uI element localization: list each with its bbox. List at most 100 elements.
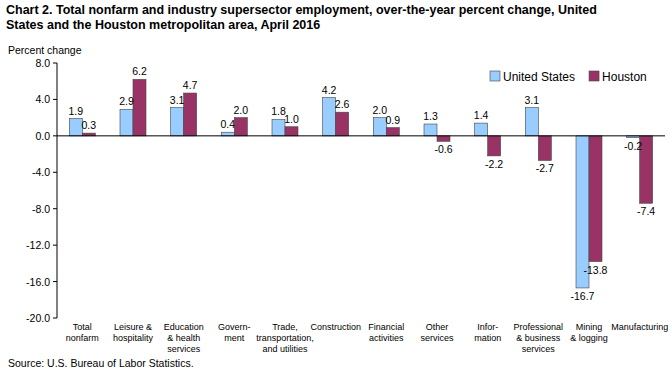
x-tick-label-line: & business bbox=[516, 333, 561, 343]
x-tick-label-line: Financial bbox=[368, 322, 404, 332]
x-tick-label-line: Construction bbox=[310, 322, 361, 332]
bar bbox=[538, 136, 551, 161]
bar bbox=[323, 98, 336, 136]
y-tick-label: -8.0 bbox=[32, 203, 50, 215]
y-tick bbox=[53, 172, 57, 173]
bar bbox=[171, 108, 184, 136]
bar bbox=[336, 112, 349, 136]
x-tick-label: Professional& businessservices bbox=[514, 322, 564, 354]
x-tick-label-line: Govern- bbox=[218, 322, 251, 332]
data-label: 0.3 bbox=[82, 119, 97, 131]
bar bbox=[488, 136, 501, 156]
x-tick-label: Otherservices bbox=[420, 322, 454, 343]
y-tick-label: -20.0 bbox=[26, 312, 50, 324]
data-label: 1.3 bbox=[423, 110, 438, 122]
x-tick-label-line: mation bbox=[474, 333, 501, 343]
y-tick bbox=[53, 281, 57, 282]
data-label: 3.1 bbox=[525, 94, 540, 106]
y-tick bbox=[53, 208, 57, 209]
x-tick-label-line: Leisure & bbox=[114, 322, 152, 332]
bar bbox=[373, 118, 386, 136]
data-label: 1.4 bbox=[474, 109, 489, 121]
bar bbox=[285, 127, 298, 136]
bar bbox=[424, 124, 437, 136]
y-tick-label: 4.0 bbox=[35, 93, 50, 105]
y-axis bbox=[57, 63, 58, 318]
y-tick-label: -16.0 bbox=[26, 276, 50, 288]
x-tick-label: Trade,transportation,and utilities bbox=[256, 322, 314, 354]
bar bbox=[475, 123, 488, 136]
x-tick-label-line: & health bbox=[167, 333, 200, 343]
data-label: -2.2 bbox=[485, 158, 503, 170]
legend-swatch bbox=[589, 71, 599, 81]
x-tick-label-line: nonfarm bbox=[66, 333, 99, 343]
bar bbox=[589, 136, 602, 262]
x-tick-label-line: ment bbox=[224, 333, 245, 343]
y-tick-label: -4.0 bbox=[32, 166, 50, 178]
x-tick-label-line: Manufacturing bbox=[611, 322, 668, 332]
data-label: 0.4 bbox=[221, 118, 236, 130]
data-label: 2.6 bbox=[335, 98, 350, 110]
chart-title: Chart 2. Total nonfarm and industry supe… bbox=[6, 3, 668, 33]
x-tick-label: Totalnonfarm bbox=[66, 322, 99, 343]
bar bbox=[272, 119, 285, 135]
chart: Percent change -20.0 -16.0 -12.0 -8.0 -4.0 0.0… bbox=[0, 0, 672, 375]
y-tick bbox=[53, 135, 57, 136]
data-label: 4.2 bbox=[322, 84, 337, 96]
y-tick bbox=[53, 63, 57, 64]
bar bbox=[69, 119, 82, 136]
data-label: 6.2 bbox=[132, 65, 147, 77]
x-tick-label: Manufacturing bbox=[611, 322, 668, 332]
y-tick bbox=[53, 245, 57, 246]
x-tick-label-line: Other bbox=[426, 322, 449, 332]
x-tick-label: Construction bbox=[310, 322, 361, 332]
data-label: 3.1 bbox=[170, 94, 185, 106]
data-label: 2.0 bbox=[234, 104, 249, 116]
data-label: -16.7 bbox=[571, 290, 595, 302]
data-label: 2.9 bbox=[119, 95, 134, 107]
x-tick-label-line: and utilities bbox=[262, 344, 308, 354]
bar bbox=[437, 136, 450, 141]
y-tick bbox=[53, 99, 57, 100]
bar bbox=[221, 132, 234, 136]
y-tick-label: -12.0 bbox=[26, 239, 50, 251]
x-tick-label: Govern-ment bbox=[218, 322, 251, 343]
data-label: 1.9 bbox=[69, 105, 84, 117]
bar bbox=[133, 79, 146, 135]
legend: United States Houston bbox=[490, 70, 647, 84]
legend-swatch bbox=[490, 71, 500, 81]
x-tick-label: Education& healthservices bbox=[164, 322, 204, 354]
x-tick-label: Infor-mation bbox=[474, 322, 501, 343]
data-label: -0.6 bbox=[434, 143, 452, 155]
bar bbox=[120, 109, 133, 135]
x-tick-label-line: Infor- bbox=[477, 322, 498, 332]
y-tick bbox=[53, 318, 57, 319]
bar bbox=[386, 128, 399, 136]
x-tick-label: Leisure &hospitality bbox=[113, 322, 154, 343]
data-label: -7.4 bbox=[637, 205, 655, 217]
y-tick-label: 0.0 bbox=[35, 130, 50, 142]
x-tick-label-line: Total bbox=[73, 322, 92, 332]
y-axis-label: Percent change bbox=[8, 44, 82, 56]
bar bbox=[234, 118, 247, 136]
data-label: -13.8 bbox=[584, 264, 608, 276]
x-tick-label-line: Education bbox=[164, 322, 204, 332]
x-tick-label-line: services bbox=[522, 344, 556, 354]
x-tick-label-line: Trade, bbox=[272, 322, 298, 332]
x-tick-label-line: Professional bbox=[514, 322, 564, 332]
x-tick-label: Mining& logging bbox=[570, 322, 608, 343]
bar bbox=[525, 108, 538, 136]
legend-label: United States bbox=[503, 70, 575, 84]
x-tick-label-line: hospitality bbox=[113, 333, 154, 343]
data-label: 1.0 bbox=[284, 113, 299, 125]
x-tick-label-line: & logging bbox=[570, 333, 608, 343]
x-tick-label-line: services bbox=[420, 333, 454, 343]
data-label: -0.2 bbox=[624, 140, 642, 152]
x-tick-label-line: transportation, bbox=[256, 333, 314, 343]
zero-line bbox=[57, 135, 665, 136]
data-label: 0.9 bbox=[386, 114, 401, 126]
x-tick-label-line: services bbox=[167, 344, 201, 354]
legend-label: Houston bbox=[602, 70, 647, 84]
x-tick-label-line: Mining bbox=[576, 322, 603, 332]
x-tick-label-line: activities bbox=[369, 333, 404, 343]
